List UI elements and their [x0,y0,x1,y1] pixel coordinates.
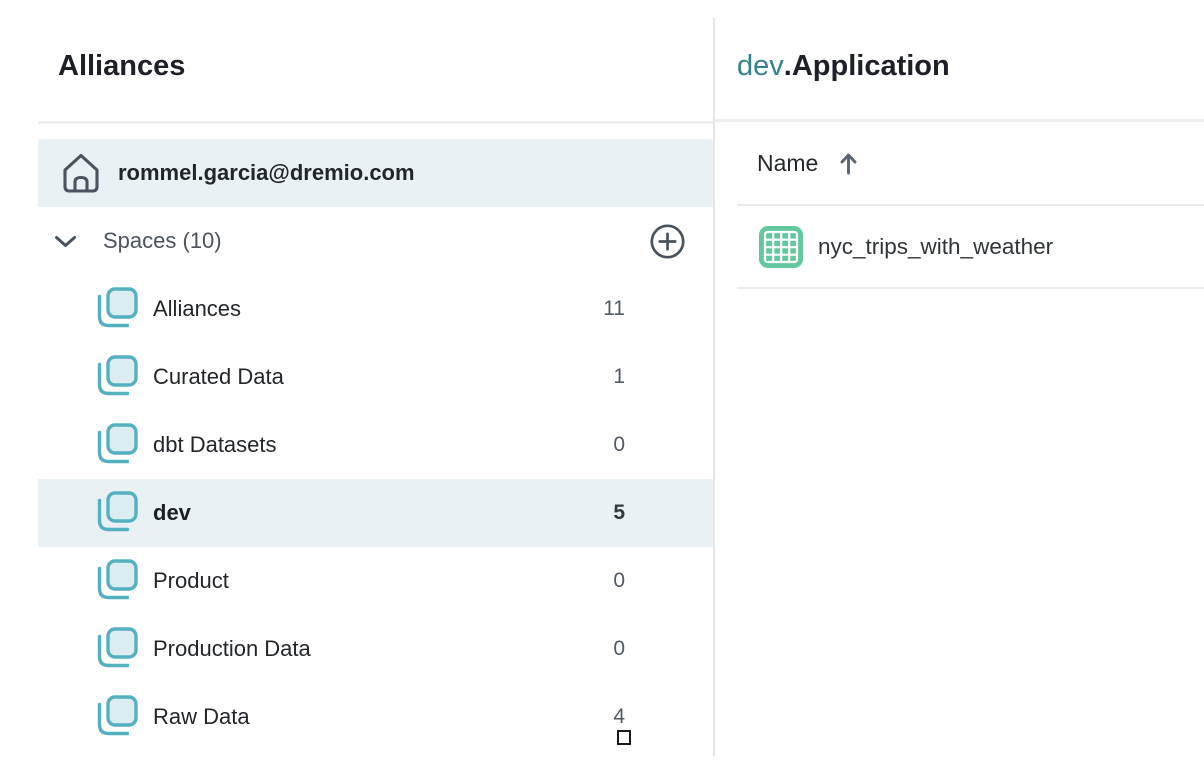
home-icon [61,151,101,195]
space-icon [96,423,138,467]
cursor-artifact-square [617,730,631,745]
space-icon [96,627,138,671]
space-label: Production Data [153,636,311,661]
sidebar: Alliances rommel.garcia@dremio.com Space… [38,50,713,751]
main-panel: dev.Application Name nyc_t [715,0,1204,770]
space-label: Curated Data [153,364,284,389]
breadcrumb-dot: . [783,50,792,82]
space-count: 0 [613,433,625,456]
sidebar-item-raw-data[interactable]: Raw Data 4 [38,683,713,751]
space-icon [96,695,138,739]
breadcrumb-entity: Application [791,50,950,82]
table-row[interactable]: nyc_trips_with_weather [737,206,1204,287]
dataset-name: nyc_trips_with_weather [818,233,1054,259]
sidebar-item-alliances[interactable]: Alliances 11 [38,275,713,343]
sidebar-item-curated-data[interactable]: Curated Data 1 [38,343,713,411]
space-label: Raw Data [153,704,250,729]
home-user-label: rommel.garcia@dremio.com [118,160,415,185]
space-count: 0 [613,569,625,592]
space-count: 0 [613,637,625,660]
chevron-down-icon[interactable] [54,235,77,248]
sidebar-item-dbt-datasets[interactable]: dbt Datasets 0 [38,411,713,479]
table-row-divider [737,287,1204,289]
name-column-label: Name [757,150,819,176]
space-label: Product [153,568,229,593]
space-label: dev [153,500,191,525]
sidebar-item-dev[interactable]: dev 5 [38,479,713,547]
space-count: 1 [613,365,625,388]
space-icon [96,491,138,535]
table-header-divider [737,204,1204,206]
space-count: 5 [613,501,625,524]
space-icon [96,355,138,399]
panel-divider [713,18,715,756]
space-count: 11 [603,297,625,320]
breadcrumb: dev.Application [737,50,950,83]
space-count: 4 [613,705,625,728]
plus-circle-icon[interactable] [649,223,686,260]
sidebar-item-home[interactable]: rommel.garcia@dremio.com [38,139,713,207]
spaces-section-label: Spaces (10) [103,228,222,253]
space-icon [96,287,138,331]
space-label: Alliances [153,296,242,321]
sidebar-section-spaces[interactable]: Spaces (10) [38,207,713,275]
name-column-header[interactable]: Name [757,150,858,177]
space-icon [96,559,138,603]
space-label: dbt Datasets [153,432,277,457]
breadcrumb-space[interactable]: dev [737,50,784,82]
sidebar-item-product[interactable]: Product 0 [38,547,713,615]
main-title-divider [715,119,1204,122]
arrow-up-icon[interactable] [839,151,858,176]
sidebar-item-production-data[interactable]: Production Data 0 [38,615,713,683]
sidebar-divider [38,121,713,124]
sidebar-title: Alliances [58,50,186,82]
dataset-grid-icon [759,225,803,268]
